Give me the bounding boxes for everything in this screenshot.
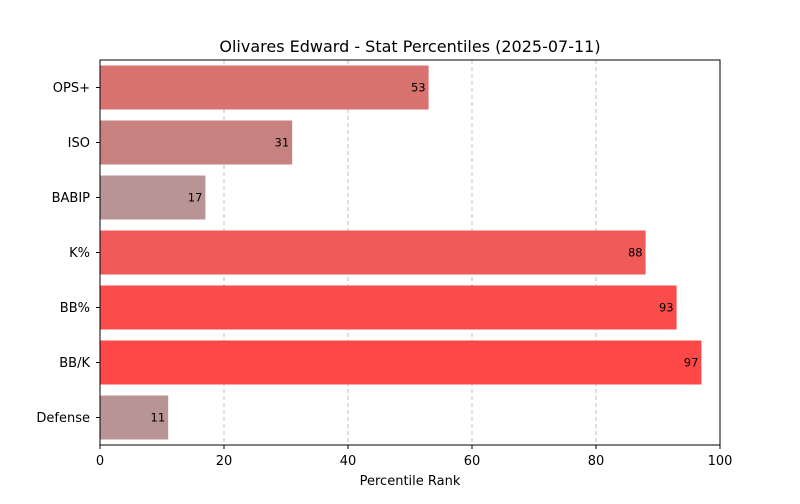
bar-value-label: 31 [275,136,290,150]
bar [100,340,702,385]
bar [100,65,429,110]
y-tick-label: ISO [68,136,90,151]
bar-value-label: 97 [684,356,699,370]
y-tick-label: K% [69,246,90,261]
y-axis-ticks: OPS+ ISO BABIP K% BB% BB/K Defense [36,81,100,426]
y-tick-label: OPS+ [53,81,90,96]
y-tick-label: BABIP [52,191,91,206]
bar-value-label: 53 [411,81,426,95]
x-axis-ticks: 0 20 40 60 80 100 [96,445,733,469]
x-axis-label: Percentile Rank [360,474,461,489]
bar-value-label: 11 [151,411,166,425]
bars [100,65,702,440]
data-labels: 53 31 17 88 93 97 11 [151,81,699,425]
x-tick-label: 20 [216,454,233,469]
x-tick-label: 60 [464,454,481,469]
bar-value-label: 93 [659,301,674,315]
y-tick-label: BB/K [59,356,90,371]
bar-value-label: 17 [188,191,203,205]
y-tick-label: BB% [60,301,90,316]
bar [100,175,206,220]
bar [100,230,646,275]
bar [100,395,169,440]
bar [100,285,677,330]
y-tick-label: Defense [36,411,90,426]
x-tick-label: 0 [96,454,104,469]
chart-title: Olivares Edward - Stat Percentiles (2025… [219,37,600,56]
bar-value-label: 88 [628,246,643,260]
bar [100,120,293,165]
x-tick-label: 80 [588,454,605,469]
x-tick-label: 40 [340,454,357,469]
x-tick-label: 100 [708,454,733,469]
